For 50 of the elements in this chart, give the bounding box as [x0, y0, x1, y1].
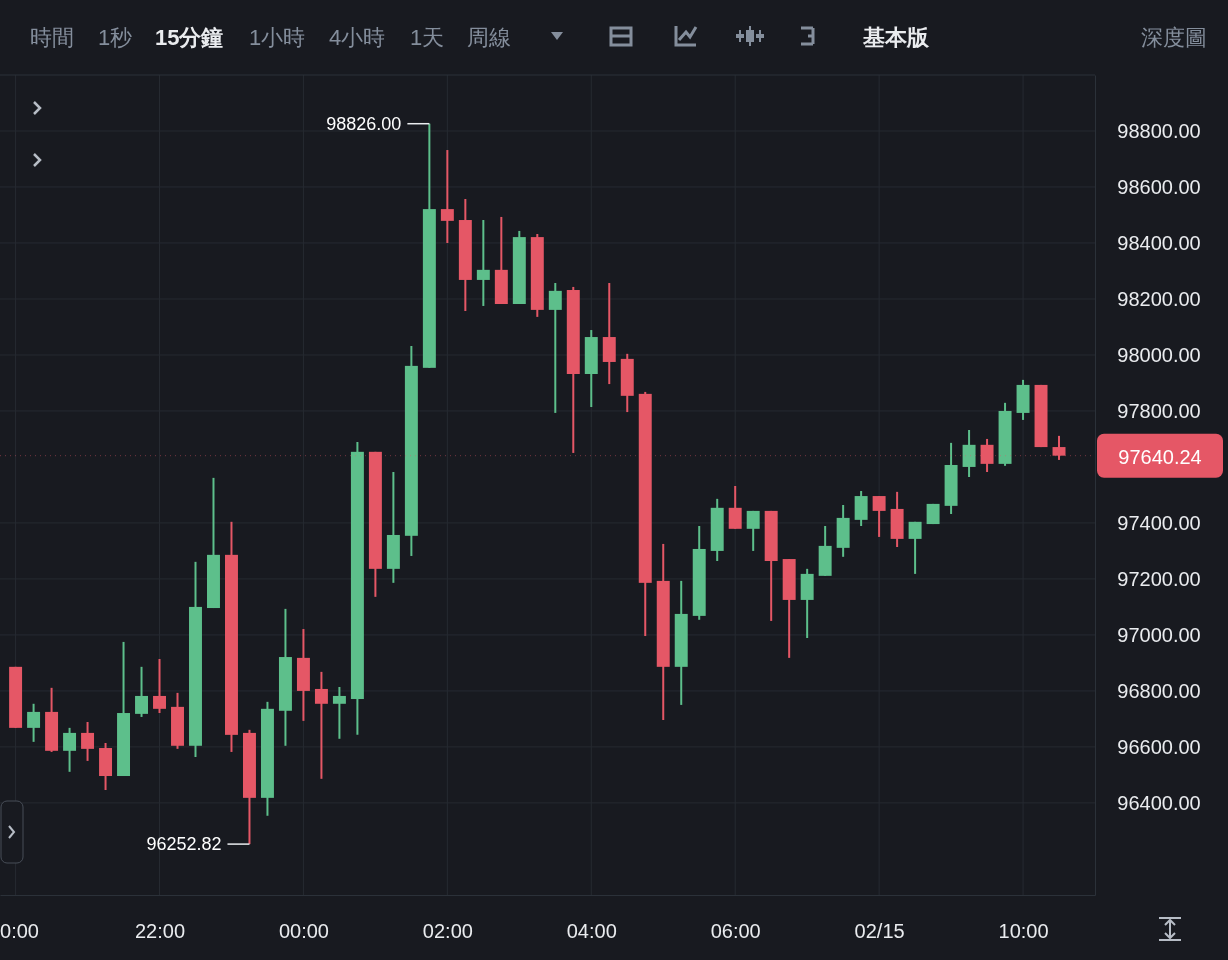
y-tick-label: 96600.00 [1117, 735, 1201, 758]
y-tick-label: 96400.00 [1117, 791, 1201, 814]
text: 4小時 [329, 25, 386, 50]
candlestick [728, 484, 742, 530]
y-tick-label: 97400.00 [1117, 511, 1201, 534]
x-tick-label: 10:00 [998, 920, 1049, 942]
candlestick [314, 670, 328, 780]
x-tick-label: 22:00 [134, 920, 186, 942]
text: 1秒 [98, 25, 133, 50]
y-tick-label: 98200.00 [1117, 287, 1201, 310]
candlestick [854, 490, 868, 528]
text: 深度圖 [1141, 25, 1207, 50]
x-tick-label: 02/15 [854, 920, 905, 942]
candlestick [63, 726, 77, 773]
candlestick [548, 282, 562, 414]
text: 1小時 [249, 25, 306, 50]
text: 周線 [467, 25, 511, 50]
candlestick [1052, 434, 1066, 461]
candlestick [980, 437, 994, 473]
candlestick [153, 657, 166, 715]
candlestick [908, 520, 922, 575]
candlestick [332, 685, 346, 740]
y-tick-label: 98600.00 [1117, 175, 1201, 198]
x-tick-label: 04:00 [566, 920, 617, 942]
y-tick-label: 97800.00 [1117, 399, 1201, 422]
y-tick-label: 98400.00 [1117, 231, 1201, 254]
candlestick [746, 509, 760, 552]
annotation: 98826.00 [326, 113, 402, 134]
candlestick [962, 428, 976, 479]
text: 時間 [30, 25, 74, 50]
x-tick-label: 06:00 [710, 920, 761, 942]
candlestick [440, 149, 454, 244]
candlestick [27, 702, 41, 743]
candlestick [135, 665, 148, 718]
x-tick-label: 00:00 [278, 920, 329, 942]
y-tick-label: 96800.00 [1117, 679, 1201, 702]
candlestick [81, 720, 95, 762]
y-tick-label: 98800.00 [1117, 119, 1201, 142]
candlestick [872, 495, 886, 538]
candlestick [476, 219, 490, 307]
y-tick-label: 97200.00 [1117, 567, 1201, 590]
x-tick-label: 02:00 [422, 920, 473, 942]
x-tick-label: 0:00 [0, 920, 39, 942]
text: 1天 [410, 25, 445, 50]
y-tick-label: 97000.00 [1117, 623, 1201, 646]
y-tick-label: 98000.00 [1117, 343, 1201, 366]
ref-line-label: 97640.24 [1118, 445, 1202, 468]
annotation: 96252.82 [146, 834, 222, 855]
text: 基本版 [862, 25, 930, 50]
text: 15分鐘 [155, 25, 224, 50]
